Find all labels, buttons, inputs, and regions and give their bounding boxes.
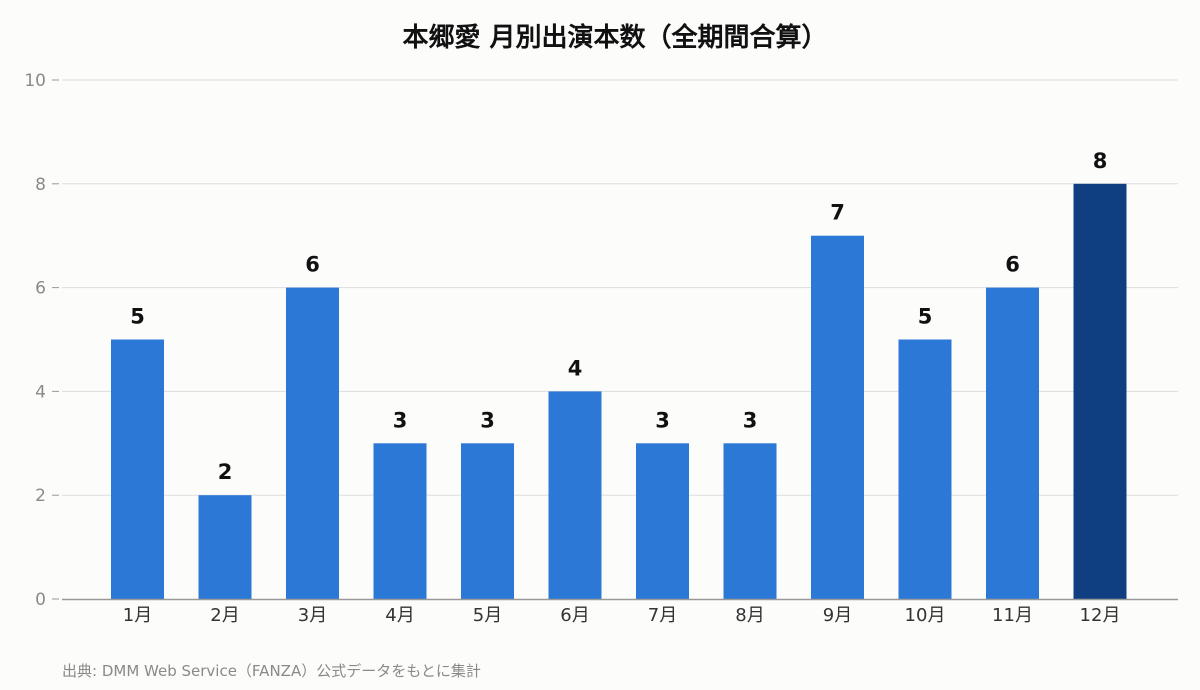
bar — [986, 287, 1039, 599]
value-label: 3 — [743, 408, 758, 432]
x-axis-ticks: 1月 2月 3月 4月 5月 6月 7月 8月 9月 10月 11月 12月 — [123, 605, 1121, 626]
x-tick-label: 4月 — [385, 605, 414, 626]
y-tick-label: 2 — [35, 486, 46, 506]
x-tick-label: 1月 — [123, 605, 152, 626]
chart-title: 本郷愛 月別出演本数（全期間合算） — [402, 22, 827, 53]
bars — [111, 183, 1127, 600]
x-tick-label: 12月 — [1080, 605, 1121, 626]
bar — [198, 495, 252, 599]
value-label: 3 — [393, 408, 408, 432]
y-tick-label: 8 — [35, 175, 46, 195]
value-label: 7 — [830, 201, 845, 225]
value-label: 6 — [305, 253, 320, 277]
y-tick-label: 4 — [35, 382, 46, 402]
value-label: 8 — [1093, 149, 1108, 173]
bar — [636, 443, 689, 599]
x-tick-label: 5月 — [473, 605, 502, 626]
x-tick-label: 2月 — [210, 605, 239, 626]
x-tick-label: 9月 — [823, 605, 852, 626]
bar — [898, 339, 952, 599]
value-labels: 5 2 6 3 3 4 3 3 7 5 6 8 — [130, 149, 1107, 484]
x-tick-label: 8月 — [735, 605, 764, 626]
bar — [548, 391, 602, 599]
bar — [461, 443, 514, 599]
value-label: 6 — [1005, 253, 1020, 277]
x-tick-label: 11月 — [992, 605, 1033, 626]
x-tick-label: 3月 — [298, 605, 327, 626]
y-tick-label: 6 — [35, 279, 46, 299]
bar — [811, 235, 864, 599]
value-label: 5 — [130, 305, 145, 329]
value-label: 3 — [480, 408, 495, 432]
value-label: 3 — [655, 408, 670, 432]
x-tick-label: 6月 — [560, 605, 589, 626]
x-tick-label: 7月 — [648, 605, 677, 626]
bar — [723, 443, 777, 599]
bar — [286, 287, 339, 599]
bar — [111, 339, 164, 599]
value-label: 5 — [918, 305, 933, 329]
y-tick-label: 0 — [35, 590, 46, 610]
value-label: 2 — [218, 460, 233, 484]
y-tick-label: 10 — [24, 71, 46, 91]
value-label: 4 — [568, 356, 583, 380]
bar — [373, 443, 427, 599]
bar — [1073, 183, 1127, 600]
x-tick-label: 10月 — [905, 605, 946, 626]
y-axis-ticks: 0 2 4 6 8 10 — [24, 71, 59, 610]
source-note: 出典: DMM Web Service（FANZA）公式データをもとに集計 — [62, 662, 481, 680]
